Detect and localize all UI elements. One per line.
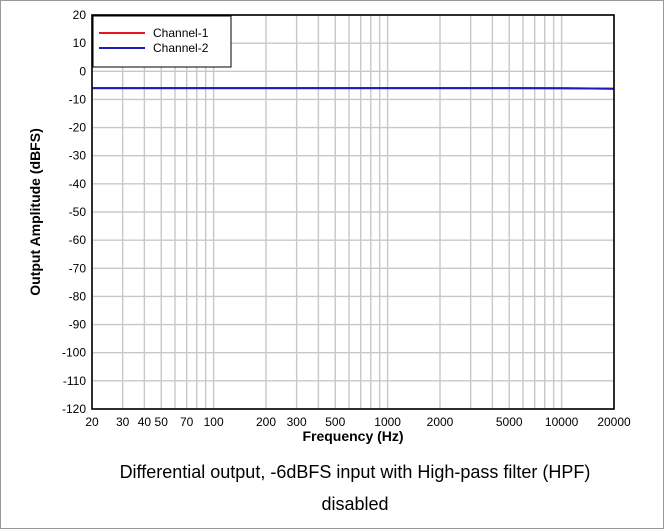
caption-line-1: Differential output, -6dBFS input with H… [119,462,591,482]
x-tick-label: 30 [116,415,130,429]
y-tick-label: -10 [69,92,87,106]
x-tick-label: 500 [325,415,345,429]
x-tick-label: 5000 [496,415,523,429]
x-tick-label: 50 [155,415,169,429]
y-tick-label: 10 [73,36,87,50]
caption-line-2: disabled [321,494,389,514]
y-tick-label: -90 [69,318,87,332]
x-tick-label: 40 [138,415,152,429]
y-tick-label: 0 [79,64,86,78]
y-tick-label: -80 [69,289,87,303]
x-tick-label: 70 [180,415,194,429]
y-tick-label: 20 [73,8,87,22]
y-axis-title: Output Amplitude (dBFS) [27,128,43,295]
legend-box [92,15,232,68]
y-tick-label: -110 [63,374,86,388]
y-tick-labels: 20 10 0 -10 -20 -30 -40 -50 -60 -70 -80 -90 -100 -110… [62,8,86,416]
plot-border [91,14,615,410]
x-tick-label: 20000 [597,415,631,429]
x-tick-label: 200 [256,415,276,429]
y-tick-label: -60 [69,233,87,247]
legend-label-channel-1: Channel-1 [153,26,209,40]
y-tick-label: -120 [62,402,86,416]
y-tick-label: -70 [69,261,87,275]
x-tick-label: 1000 [374,415,401,429]
x-tick-label: 300 [287,415,307,429]
y-tick-label: -40 [69,177,87,191]
series-line-channel-2 [92,87,615,90]
y-tick-label: -20 [69,121,87,135]
x-tick-label: 20 [85,415,99,429]
x-axis-title: Frequency (Hz) [302,428,403,444]
y-tick-label: -30 [69,149,87,163]
figure-caption: Differential output, -6dBFS input with H… [60,456,650,520]
x-tick-label: 100 [204,415,224,429]
y-tick-label: -100 [62,346,86,360]
y-tick-label: -50 [69,205,87,219]
x-tick-label: 10000 [545,415,579,429]
series-layer [92,87,615,90]
x-tick-label: 2000 [427,415,454,429]
frequency-response-chart: 20100-10-20-30-40-50-60-70-80-90-100-110… [27,8,631,444]
x-tick-labels: 20 30 40 50 70 100 200 300 500 1000 2000 5000 10000 2… [85,415,631,429]
legend-label-channel-2: Channel-2 [153,41,209,55]
